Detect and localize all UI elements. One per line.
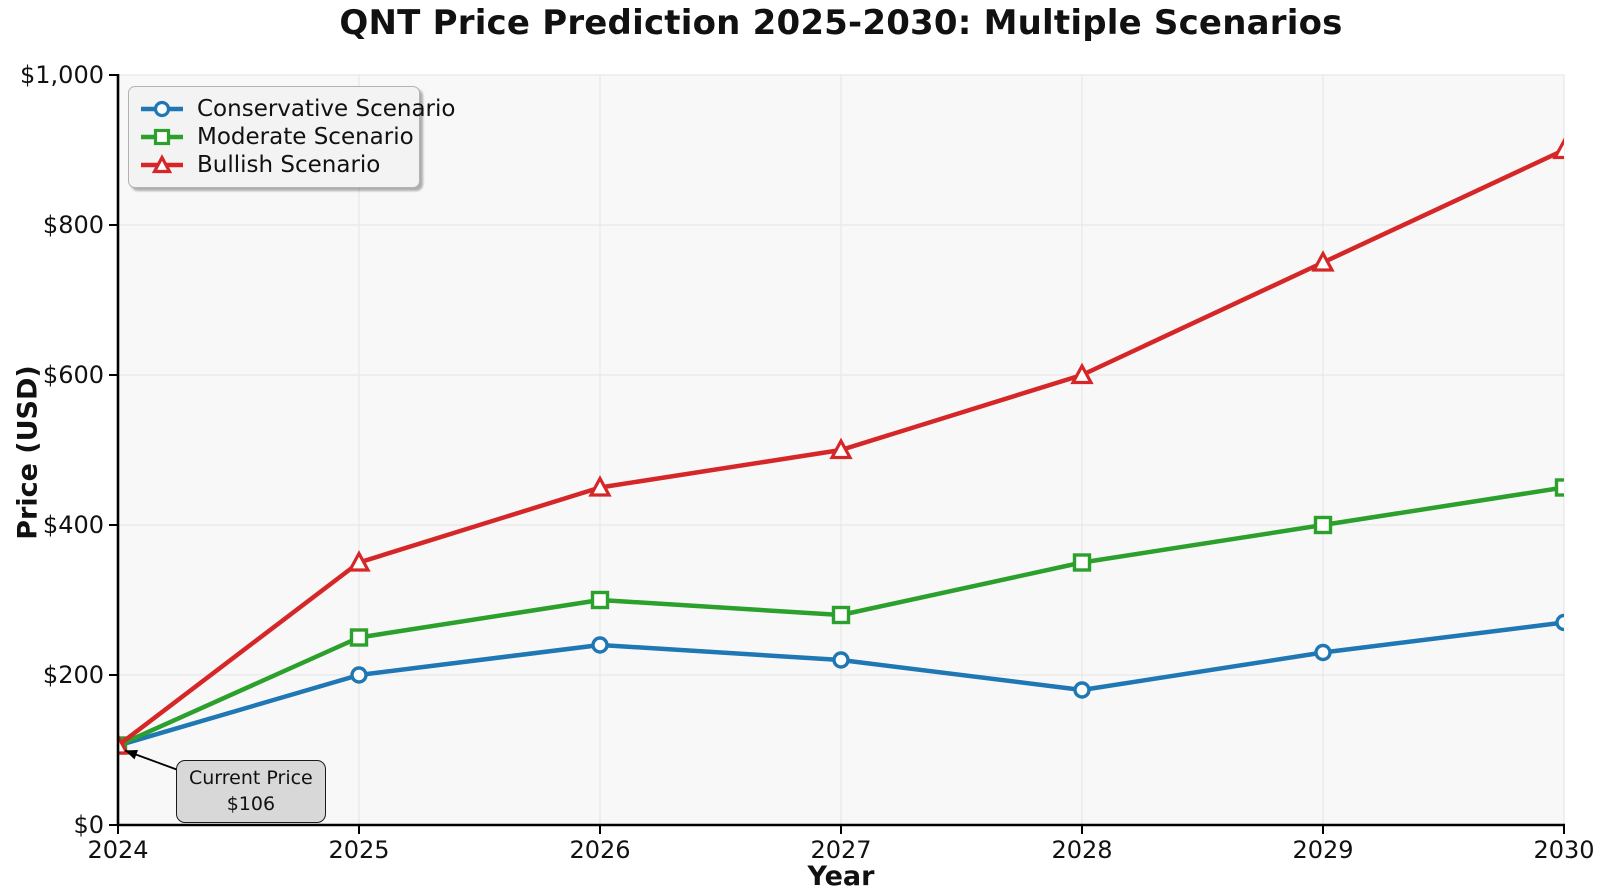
x-tick-label: 2025 (328, 836, 389, 864)
marker-square-moderate (1313, 515, 1333, 535)
marker-circle-conservative (1073, 681, 1091, 699)
chart-title: QNT Price Prediction 2025-2030: Multiple… (339, 3, 1343, 43)
legend-swatch-circle-icon (141, 100, 183, 118)
y-tick-label: $200 (43, 661, 104, 689)
marker-triangle-bullish (829, 437, 853, 460)
marker-square-moderate (831, 605, 851, 625)
legend-label: Conservative Scenario (197, 96, 456, 122)
marker-circle-conservative (350, 666, 368, 684)
legend-item-bullish: Bullish Scenario (139, 151, 407, 179)
marker-circle-conservative (1555, 613, 1564, 632)
marker-triangle-bullish (1311, 250, 1335, 272)
y-tick-label: $0 (73, 811, 104, 839)
x-tick-label: 2027 (810, 836, 871, 864)
marker-triangle-bullish (118, 733, 130, 755)
legend-item-moderate: Moderate Scenario (139, 123, 414, 151)
legend: Conservative Scenario Moderate Scenario … (128, 86, 455, 188)
legend-label: Moderate Scenario (197, 124, 414, 150)
x-tick-label: 2028 (1051, 836, 1112, 864)
marker-triangle-bullish (588, 475, 612, 497)
annotation-arrowhead (125, 749, 138, 760)
y-axis-label: Price (USD) (12, 365, 44, 540)
y-tick-label: $400 (43, 511, 104, 539)
marker-triangle-bullish (347, 550, 371, 572)
marker-circle-conservative (591, 636, 609, 654)
legend-item-conservative: Conservative Scenario (139, 95, 455, 123)
annotation-line1: Current Price (189, 767, 313, 789)
x-tick-label: 2024 (87, 836, 148, 864)
marker-square-moderate (590, 590, 610, 610)
legend-swatch-square-icon (141, 128, 183, 146)
legend-swatch-triangle-icon (141, 154, 183, 174)
legend-label: Bullish Scenario (197, 152, 381, 178)
x-tick-label: 2030 (1533, 836, 1594, 864)
marker-triangle-bullish (1552, 137, 1564, 160)
y-tick-label: $1,000 (20, 61, 104, 89)
marker-circle-conservative (1314, 643, 1332, 662)
y-tick-label: $800 (43, 211, 104, 239)
current-price-annotation: Current Price $106 (176, 760, 326, 824)
y-tick-label: $600 (43, 361, 104, 389)
marker-square-moderate (349, 628, 369, 647)
annotation-line2: $106 (226, 792, 276, 815)
x-tick-label: 2026 (569, 836, 630, 864)
x-axis-label: Year (807, 861, 875, 892)
marker-circle-conservative (832, 651, 850, 669)
marker-square-moderate (1072, 553, 1092, 572)
series-group (118, 137, 1564, 755)
marker-square-moderate (1554, 478, 1564, 497)
x-tick-label: 2029 (1292, 836, 1353, 864)
marker-triangle-bullish (1070, 362, 1094, 385)
